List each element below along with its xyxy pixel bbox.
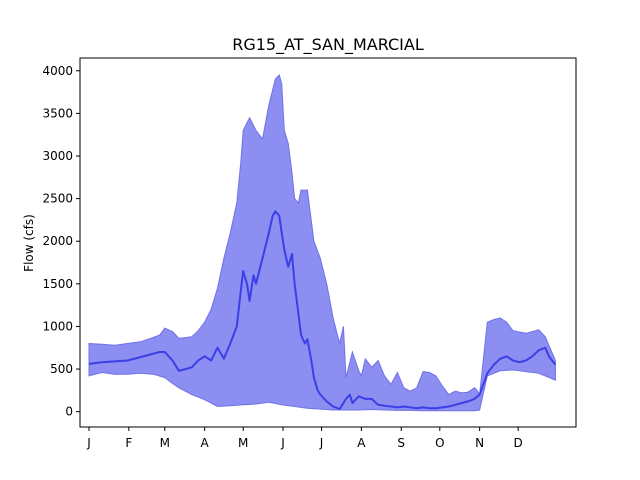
x-tick-label: M [238,436,248,450]
x-tick-label: S [397,436,405,450]
x-tick-label: J [280,436,285,450]
y-tick-label: 1500 [42,277,73,291]
y-tick-label: 500 [50,362,73,376]
y-tick-label: 4000 [42,64,73,78]
y-tick-label: 0 [65,405,73,419]
y-tick-label: 2000 [42,234,73,248]
x-tick-label: A [357,436,366,450]
x-tick-label: J [86,436,91,450]
y-tick-label: 1000 [42,319,73,333]
y-axis: 0 500 1000 1500 2000 2500 3000 3500 4000 [42,64,80,419]
y-tick-label: 2500 [42,192,73,206]
x-tick-label: F [125,436,132,450]
median-flow-line [88,210,557,411]
x-tick-label: M [160,436,170,450]
plot-frame [79,57,577,428]
plot-area [79,57,577,428]
flow-range-band [88,74,556,412]
x-tick-label: N [475,436,484,450]
y-tick-label: 3500 [42,106,73,120]
y-axis-label: Flow (cfs) [22,214,36,272]
x-tick-label: J [319,436,324,450]
x-tick-label: O [435,436,444,450]
x-tick-label: D [514,436,523,450]
chart-title: RG15_AT_SAN_MARCIAL [232,35,424,55]
y-tick-label: 3000 [42,149,73,163]
x-tick-label: A [201,436,210,450]
